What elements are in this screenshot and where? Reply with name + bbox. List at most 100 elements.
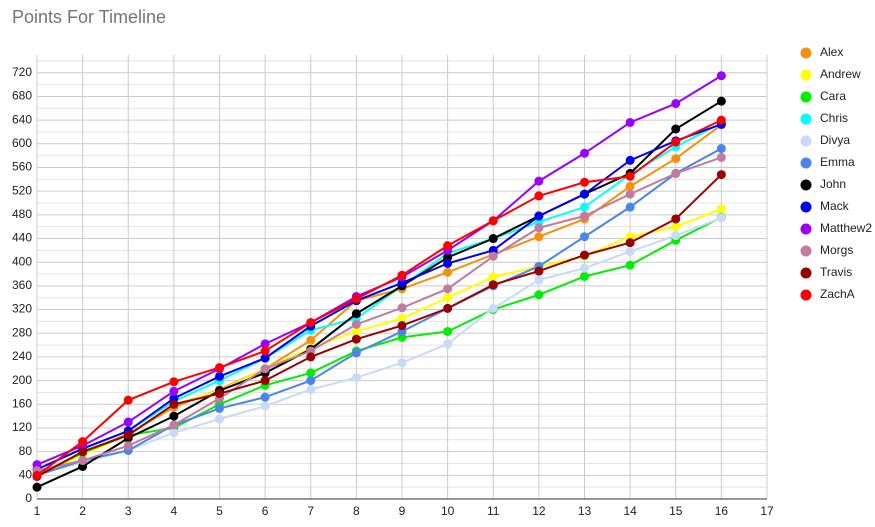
data-point — [397, 321, 407, 331]
chart-title: Points For Timeline — [12, 7, 166, 27]
y-tick-label: 480 — [12, 207, 32, 221]
y-tick-label: 40 — [19, 467, 33, 481]
data-point — [534, 275, 544, 285]
data-point — [580, 177, 589, 187]
x-tick-label: 6 — [262, 504, 269, 518]
y-tick-label: 80 — [19, 444, 33, 458]
y-tick-label: 200 — [12, 373, 32, 387]
data-point — [671, 222, 681, 232]
data-point — [306, 352, 316, 362]
data-point — [78, 437, 88, 447]
data-point — [716, 115, 726, 125]
series-line — [36, 156, 722, 472]
data-point — [260, 353, 270, 363]
legend-swatch — [800, 157, 812, 169]
data-point — [169, 411, 179, 421]
legend-swatch — [800, 135, 812, 147]
data-point — [534, 211, 544, 221]
legend-label: Divya — [820, 133, 850, 147]
x-tick-label: 15 — [669, 504, 683, 518]
y-tick-label: 240 — [12, 349, 32, 363]
data-point — [351, 294, 361, 304]
data-point — [351, 348, 361, 358]
data-point — [488, 280, 498, 290]
legend-swatch — [800, 91, 812, 103]
data-point — [78, 456, 88, 466]
data-point — [625, 247, 635, 257]
x-tick-label: 12 — [532, 504, 546, 518]
data-point — [580, 202, 589, 212]
y-tick-label: 400 — [12, 254, 32, 268]
data-point — [306, 376, 316, 386]
data-point — [443, 241, 453, 251]
data-point — [260, 364, 270, 374]
data-point — [306, 384, 316, 394]
data-point — [169, 428, 179, 438]
data-point — [397, 313, 407, 323]
data-point — [443, 284, 453, 294]
legend-swatch — [800, 267, 812, 279]
legend-label: Alex — [820, 45, 843, 59]
data-point — [260, 346, 270, 356]
data-point — [397, 358, 407, 368]
data-point — [534, 223, 544, 233]
data-point — [306, 368, 316, 378]
data-point — [215, 403, 224, 413]
data-point — [260, 392, 270, 402]
data-point — [625, 202, 635, 212]
data-point — [443, 293, 453, 303]
legend-label: Mack — [820, 199, 850, 213]
data-point — [443, 258, 453, 268]
x-tick-label: 7 — [307, 504, 314, 518]
data-point — [351, 326, 361, 336]
x-tick-label: 5 — [216, 504, 223, 518]
data-point — [625, 181, 635, 191]
data-point — [169, 420, 179, 430]
series-line — [36, 123, 722, 471]
legend-label: Morgs — [820, 243, 853, 257]
y-tick-label: 360 — [12, 278, 32, 292]
data-point — [625, 189, 635, 199]
data-point — [671, 99, 681, 109]
data-point — [534, 191, 544, 201]
data-point — [671, 137, 681, 147]
data-point — [260, 376, 270, 386]
data-point — [443, 326, 453, 336]
x-tick-label: 10 — [441, 504, 455, 518]
data-point — [534, 232, 544, 242]
data-point — [306, 318, 316, 328]
data-point — [488, 303, 498, 313]
y-tick-label: 120 — [12, 420, 32, 434]
data-point — [260, 339, 270, 349]
x-tick-label: 3 — [125, 504, 132, 518]
legend-label: Emma — [820, 155, 855, 169]
y-tick-label: 440 — [12, 231, 32, 245]
legend-swatch — [800, 201, 812, 213]
series-line — [36, 122, 722, 471]
series-line — [36, 119, 722, 477]
data-point — [580, 263, 589, 273]
y-tick-label: 0 — [25, 491, 32, 505]
legend-swatch — [800, 245, 812, 257]
legend-label: ZachA — [820, 287, 855, 301]
data-point — [580, 271, 589, 281]
data-point — [78, 447, 88, 457]
x-tick-label: 1 — [34, 504, 41, 518]
data-point — [716, 152, 726, 162]
data-point — [488, 251, 498, 261]
data-point — [351, 319, 361, 329]
x-tick-label: 2 — [79, 504, 86, 518]
legend-swatch — [800, 47, 812, 59]
legend-swatch — [800, 113, 812, 125]
data-point — [534, 266, 544, 276]
x-tick-label: 4 — [171, 504, 178, 518]
data-point — [443, 339, 453, 349]
y-tick-label: 680 — [12, 89, 32, 103]
legend-label: John — [820, 177, 846, 191]
data-point — [580, 232, 589, 242]
data-point — [625, 171, 635, 181]
legend-swatch — [800, 179, 812, 191]
data-point — [671, 154, 681, 164]
data-point — [260, 401, 270, 411]
data-point — [169, 399, 179, 409]
